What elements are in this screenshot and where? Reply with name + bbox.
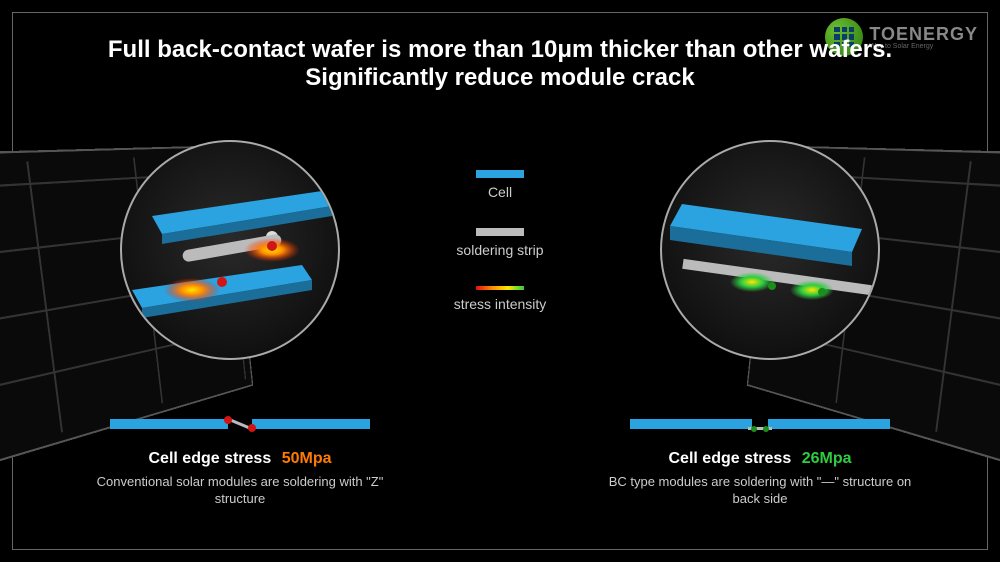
profile-right	[630, 405, 890, 445]
strip-swatch-icon	[476, 228, 524, 236]
stress-gradient-icon	[476, 286, 524, 290]
legend-strip: soldering strip	[410, 228, 590, 258]
caption-left: Cell edge stress 50Mpa Conventional sola…	[80, 450, 400, 508]
caption-right: Cell edge stress 26Mpa BC type modules a…	[600, 450, 920, 508]
detail-circle-right	[660, 140, 880, 360]
left-desc: Conventional solar modules are soldering…	[80, 474, 400, 508]
slide-title: Full back-contact wafer is more than 10μ…	[0, 36, 1000, 92]
detail-circle-left	[120, 140, 340, 360]
title-line-1: Full back-contact wafer is more than 10μ…	[108, 36, 892, 63]
legend-strip-label: soldering strip	[456, 242, 543, 258]
left-stress-value: 50Mpa	[282, 450, 332, 467]
profile-left	[110, 405, 370, 445]
left-stress-label: Cell edge stress	[149, 450, 272, 467]
right-desc: BC type modules are soldering with "—" s…	[600, 474, 920, 508]
legend-cell: Cell	[410, 170, 590, 200]
legend: Cell soldering strip stress intensity	[410, 170, 590, 340]
legend-stress-label: stress intensity	[454, 296, 547, 312]
right-stress-value: 26Mpa	[802, 450, 852, 467]
title-line-2: Significantly reduce module crack	[0, 64, 1000, 92]
legend-stress: stress intensity	[410, 286, 590, 312]
legend-cell-label: Cell	[488, 184, 512, 200]
cell-swatch-icon	[476, 170, 524, 178]
right-stress-label: Cell edge stress	[669, 450, 792, 467]
